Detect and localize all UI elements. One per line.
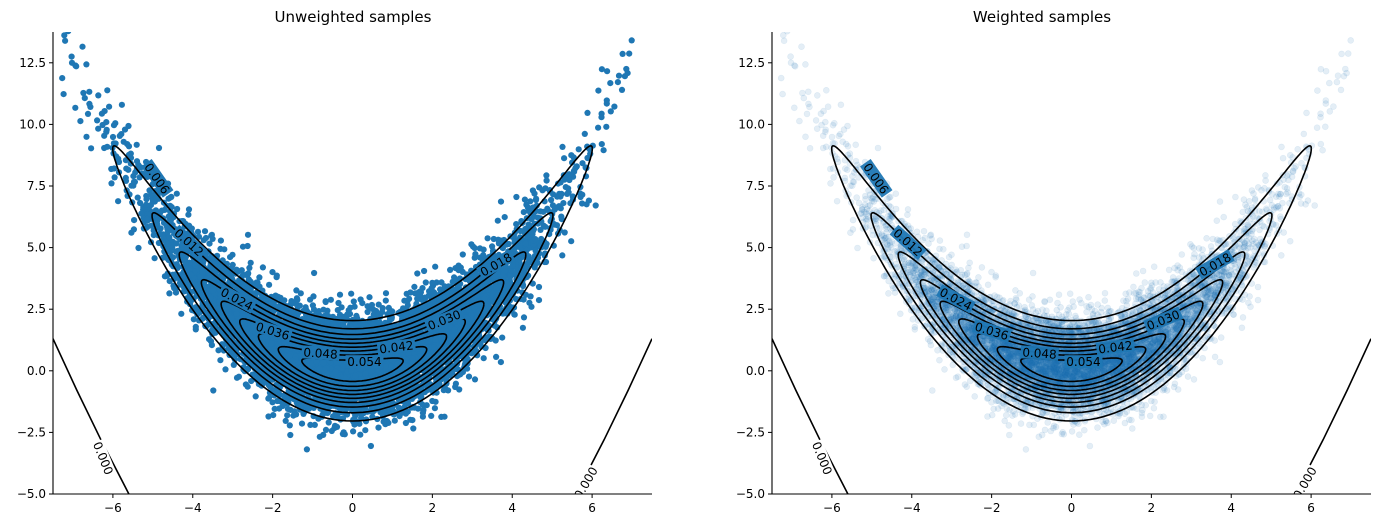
contour-label: 0.048 (303, 345, 338, 361)
scatter-points (59, 32, 635, 453)
contour-label: 0.000 (571, 465, 600, 502)
contour-label: 0.054 (1066, 355, 1100, 369)
y-tick-label: 10.0 (19, 117, 46, 131)
right-plot-panel: Weighted samples 0.000 0.000 0.006 0.012 0.0… (690, 0, 1380, 528)
x-tick-label: −2 (983, 501, 1001, 515)
contour-label: 0.000 (1290, 465, 1319, 502)
contour-label: 0.042 (1098, 338, 1134, 356)
left-plot-area: 0.0000.0000.0060.0120.0180.0240.0300.036… (17, 32, 652, 515)
scatter-points (777, 32, 1355, 453)
y-tick-label: 5.0 (746, 241, 765, 255)
x-tick-label: 0 (1068, 501, 1076, 515)
y-tick-label: 12.5 (738, 56, 765, 70)
contour-label: 0.054 (347, 355, 381, 369)
left-plot-title: Unweighted samples (274, 8, 432, 26)
left-plot-panel: Unweighted samples 0.000 0.000 0.006 0.012 0… (17, 8, 652, 515)
y-tick-label: −5.0 (17, 487, 46, 501)
x-tick-label: −6 (823, 501, 841, 515)
y-tick-label: 2.5 (27, 302, 46, 316)
y-tick-label: 0.0 (27, 364, 46, 378)
x-tick-label: −2 (264, 501, 282, 515)
x-tick-label: 4 (1227, 501, 1235, 515)
y-tick-label: 5.0 (27, 241, 46, 255)
y-tick-label: −5.0 (736, 487, 765, 501)
y-tick-label: 7.5 (746, 179, 765, 193)
y-tick-label: 7.5 (27, 179, 46, 193)
x-tick-label: −4 (184, 501, 202, 515)
contour-label: 0.048 (1022, 345, 1057, 361)
x-tick-label: 0 (349, 501, 357, 515)
x-tick-label: −6 (104, 501, 122, 515)
x-tick-label: 6 (588, 501, 596, 515)
y-tick-label: 10.0 (738, 117, 765, 131)
x-tick-label: −4 (903, 501, 921, 515)
y-tick-label: −2.5 (736, 425, 765, 439)
contour-label: 0.000 (809, 440, 835, 477)
x-tick-label: 2 (1148, 501, 1156, 515)
y-tick-label: −2.5 (17, 425, 46, 439)
y-tick-label: 0.0 (746, 364, 765, 378)
x-tick-label: 2 (429, 501, 437, 515)
right-plot-area: 0.0000.0000.0060.0120.0180.0240.0300.036… (736, 32, 1371, 515)
right-plot-title: Weighted samples (972, 8, 1112, 26)
y-tick-label: 2.5 (746, 302, 765, 316)
x-tick-label: 4 (508, 501, 516, 515)
y-tick-label: 12.5 (19, 56, 46, 70)
x-tick-label: 6 (1307, 501, 1315, 515)
contour-label: 0.042 (379, 338, 415, 356)
contour-label: 0.000 (90, 440, 116, 477)
